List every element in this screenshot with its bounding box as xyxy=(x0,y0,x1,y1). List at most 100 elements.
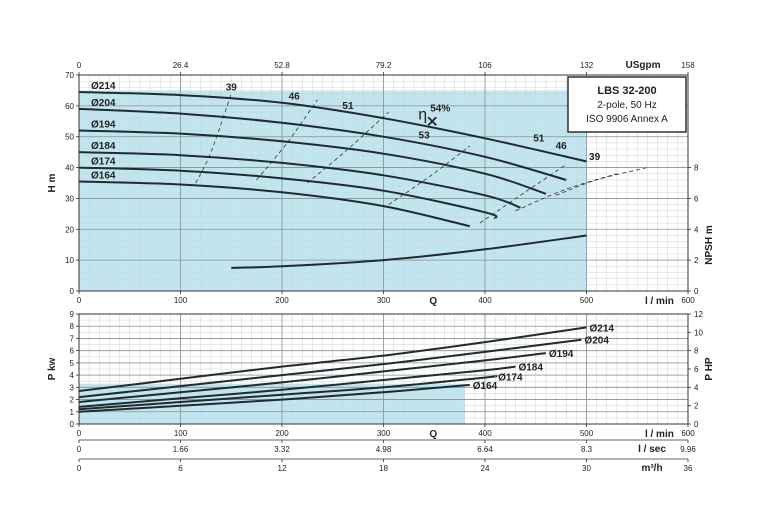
y2-tick-label: 4 xyxy=(694,383,699,392)
power-label-214: Ø214 xyxy=(590,323,615,334)
power-line-194 xyxy=(78,352,547,403)
top-tick-label: 132 xyxy=(580,61,594,70)
x-axis-label: Q xyxy=(429,296,437,307)
x-tick-label: 400 xyxy=(478,429,492,438)
extra-axis-tick-label: 0 xyxy=(77,464,82,473)
x-tick-label: 100 xyxy=(174,296,188,305)
efficiency-label-4: 51 xyxy=(533,133,545,144)
y2-tick-label: 4 xyxy=(694,225,699,234)
extra-axis-tick-label: 24 xyxy=(481,464,490,473)
extra-axis-tick-label: 6 xyxy=(178,464,183,473)
y2-tick-label: 2 xyxy=(694,256,699,265)
efficiency-label-0: 39 xyxy=(226,82,238,93)
extra-axis-tick-label: 36 xyxy=(684,464,693,473)
efficiency-curve-6 xyxy=(555,167,648,196)
y-axis-label: P kw xyxy=(47,357,58,380)
extra-axis-tick-label: 3.32 xyxy=(274,445,290,454)
info-box-line-1: 2-pole, 50 Hz xyxy=(597,100,656,111)
y-tick-label: 60 xyxy=(65,102,74,111)
extra-axis-tick-label: 0 xyxy=(77,445,82,454)
x-tick-label: 200 xyxy=(275,296,289,305)
extra-axis-unit-0: l / sec xyxy=(638,444,666,455)
y2-tick-label: 2 xyxy=(694,402,699,411)
x-tick-label: 400 xyxy=(478,296,492,305)
series-line-174 xyxy=(78,166,498,220)
series-line-164 xyxy=(78,180,471,228)
power-line-174 xyxy=(78,375,498,411)
y2-axis-label: P HP xyxy=(704,357,715,380)
efficiency-label-5: 46 xyxy=(556,141,568,152)
series-line-204 xyxy=(78,107,567,181)
y-tick-label: 4 xyxy=(70,371,75,380)
top-tick-label: 158 xyxy=(681,61,695,70)
y2-axis-label: NPSH m xyxy=(704,225,715,265)
power-label-164: Ø164 xyxy=(473,381,498,392)
top-tick-label: 79.2 xyxy=(376,61,392,70)
series-line-214 xyxy=(78,91,587,163)
y-tick-label: 6 xyxy=(70,347,75,356)
x-tick-label: 600 xyxy=(681,296,695,305)
y2-tick-label: 6 xyxy=(694,365,699,374)
power-line-204 xyxy=(78,338,582,399)
y2-tick-label: 8 xyxy=(694,347,699,356)
y-tick-label: 40 xyxy=(65,164,74,173)
y-tick-label: 8 xyxy=(70,322,75,331)
x-axis-label: Q xyxy=(429,429,437,440)
extra-axis-tick-label: 4.98 xyxy=(376,445,392,454)
efficiency-label-6: 39 xyxy=(589,152,601,163)
efficiency-curve-3 xyxy=(388,145,471,205)
extra-axis-tick-label: 8.3 xyxy=(581,445,593,454)
series-label-184: Ø184 xyxy=(91,141,116,152)
top-tick-label: 52.8 xyxy=(274,61,290,70)
efficiency-label-1: 46 xyxy=(289,92,301,103)
y-tick-label: 0 xyxy=(70,420,75,429)
power-label-194: Ø194 xyxy=(549,349,574,360)
x-axis-unit: l / min xyxy=(645,429,674,440)
series-label-174: Ø174 xyxy=(91,157,116,168)
extra-axis-tick-label: 9.96 xyxy=(680,445,696,454)
x-tick-label: 500 xyxy=(580,429,594,438)
y2-tick-label: 0 xyxy=(694,287,699,296)
info-box-line-0: LBS 32-200 xyxy=(597,85,656,97)
power-line-184 xyxy=(78,365,516,408)
power-line-164 xyxy=(78,383,470,413)
top-tick-label: 106 xyxy=(478,61,492,70)
extra-axis-unit-1: m³/h xyxy=(641,463,662,474)
extra-axis-tick-label: 12 xyxy=(278,464,287,473)
y2-tick-label: 8 xyxy=(694,164,699,173)
y-tick-label: 70 xyxy=(65,71,74,80)
power-label-184: Ø184 xyxy=(518,363,543,374)
y-axis-label: H m xyxy=(47,173,58,192)
power-label-204: Ø204 xyxy=(584,336,609,347)
series-label-204: Ø204 xyxy=(91,98,116,109)
y-tick-label: 10 xyxy=(65,256,74,265)
x-tick-label: 0 xyxy=(77,296,82,305)
y-tick-label: 1 xyxy=(70,408,75,417)
top-tick-label: 26.4 xyxy=(173,61,189,70)
info-box-line-2: ISO 9906 Annex A xyxy=(586,114,668,125)
y-tick-label: 9 xyxy=(70,310,75,319)
x-tick-label: 100 xyxy=(174,429,188,438)
efficiency-curve-4 xyxy=(479,164,567,224)
x-tick-label: 500 xyxy=(580,296,594,305)
x-axis-unit: l / min xyxy=(645,296,674,307)
y2-tick-label: 10 xyxy=(694,328,703,337)
model-info-box: LBS 32-200 2-pole, 50 Hz ISO 9906 Annex A xyxy=(567,76,687,133)
y-tick-label: 0 xyxy=(70,287,75,296)
y-tick-label: 50 xyxy=(65,133,74,142)
y-tick-label: 30 xyxy=(65,194,74,203)
x-tick-label: 0 xyxy=(77,429,82,438)
x-tick-label: 600 xyxy=(681,429,695,438)
series-label-164: Ø164 xyxy=(91,170,116,181)
best-efficiency-value: 54% xyxy=(430,103,450,114)
series-label-194: Ø194 xyxy=(91,120,116,131)
y-tick-label: 20 xyxy=(65,225,74,234)
extra-axis-tick-label: 18 xyxy=(379,464,388,473)
info-box-frame xyxy=(567,76,687,133)
efficiency-label-2: 51 xyxy=(342,101,354,112)
top-tick-label: 0 xyxy=(77,61,82,70)
